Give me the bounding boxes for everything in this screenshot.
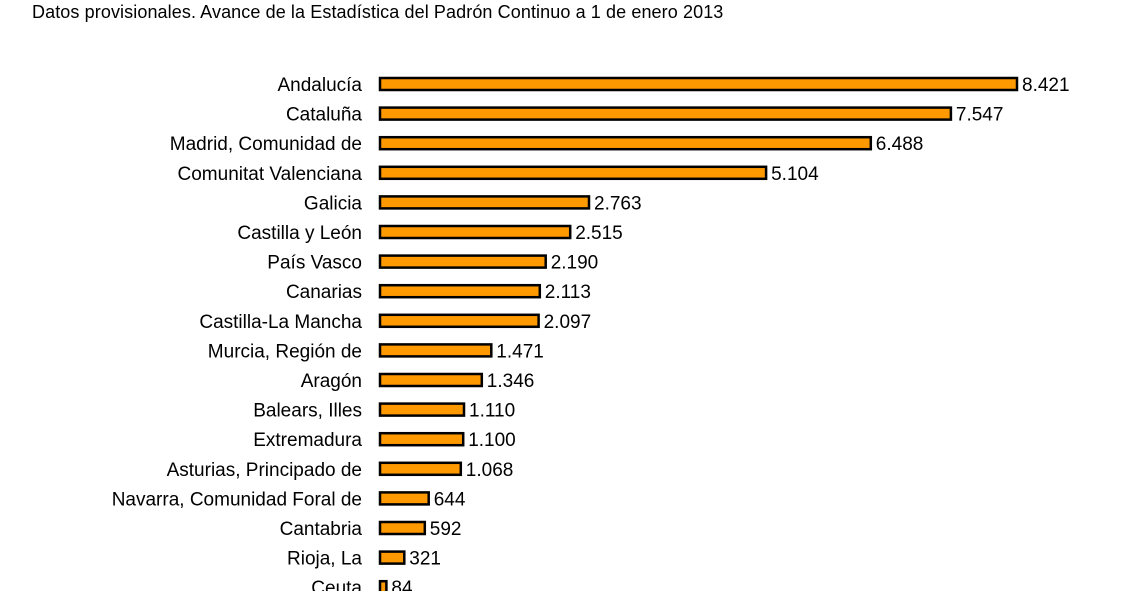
category-label: Madrid, Comunidad de xyxy=(170,134,362,155)
bar xyxy=(378,313,540,329)
value-label: 2.763 xyxy=(594,193,642,214)
category-label: Asturias, Principado de xyxy=(167,460,362,481)
value-label: 2.113 xyxy=(545,282,591,303)
bar xyxy=(378,224,572,240)
bar xyxy=(378,165,768,181)
bar xyxy=(378,402,466,417)
category-label: Castilla y León xyxy=(237,223,362,244)
bar xyxy=(378,343,493,358)
value-label: 2.515 xyxy=(575,223,623,244)
value-label: 1.100 xyxy=(468,430,516,451)
bar xyxy=(378,579,388,591)
category-label: Ceuta xyxy=(311,578,362,591)
value-label: 1.110 xyxy=(469,401,515,422)
category-label: Galicia xyxy=(304,193,363,214)
category-label: Comunitat Valenciana xyxy=(178,164,363,185)
value-label: 8.421 xyxy=(1022,75,1070,96)
chart-subtitle: Datos provisionales. Avance de la Estadí… xyxy=(32,2,724,22)
bar xyxy=(378,550,406,565)
value-label: 1.068 xyxy=(466,460,514,481)
bar xyxy=(378,431,465,447)
bar xyxy=(378,106,953,121)
bar xyxy=(378,372,484,388)
value-label: 1.471 xyxy=(496,341,544,362)
bar xyxy=(378,283,542,299)
value-label: 2.190 xyxy=(551,253,599,274)
value-label: 644 xyxy=(434,489,466,510)
category-label: Navarra, Comunidad Foral de xyxy=(112,489,362,510)
bar xyxy=(378,491,430,506)
value-label: 592 xyxy=(430,519,462,540)
category-label: Andalucía xyxy=(277,75,362,96)
category-label: Cantabria xyxy=(280,519,363,540)
category-label: Aragón xyxy=(301,371,362,392)
bar xyxy=(378,135,873,151)
bar xyxy=(378,520,427,536)
bars-group xyxy=(378,76,1019,591)
category-label: Cataluña xyxy=(286,105,362,126)
bar xyxy=(378,195,591,210)
value-label: 2.097 xyxy=(544,312,592,333)
category-labels-group: Andalucía Cataluña Madrid, Comunidad de Com… xyxy=(112,75,363,591)
value-label: 321 xyxy=(409,549,441,570)
category-label: Extremadura xyxy=(253,430,362,451)
value-label: 5.104 xyxy=(771,164,819,185)
value-label: 6.488 xyxy=(876,134,924,155)
category-label: Balears, Illes xyxy=(253,401,362,422)
value-label: 7.547 xyxy=(956,105,1004,126)
category-label: Murcia, Región de xyxy=(208,341,362,362)
bar xyxy=(378,254,547,269)
value-label: 84 xyxy=(391,578,413,591)
value-label: 1.346 xyxy=(487,371,535,392)
value-labels-group: 8.421 7.547 6.488 5.104 2.763 2.515 2.190 2.113… xyxy=(391,75,1069,591)
bar xyxy=(378,76,1019,92)
category-label: País Vasco xyxy=(267,253,362,274)
category-label: Canarias xyxy=(286,282,362,303)
category-label: Castilla-La Mancha xyxy=(199,312,362,333)
bar xyxy=(378,461,463,477)
category-label: Rioja, La xyxy=(287,549,362,570)
